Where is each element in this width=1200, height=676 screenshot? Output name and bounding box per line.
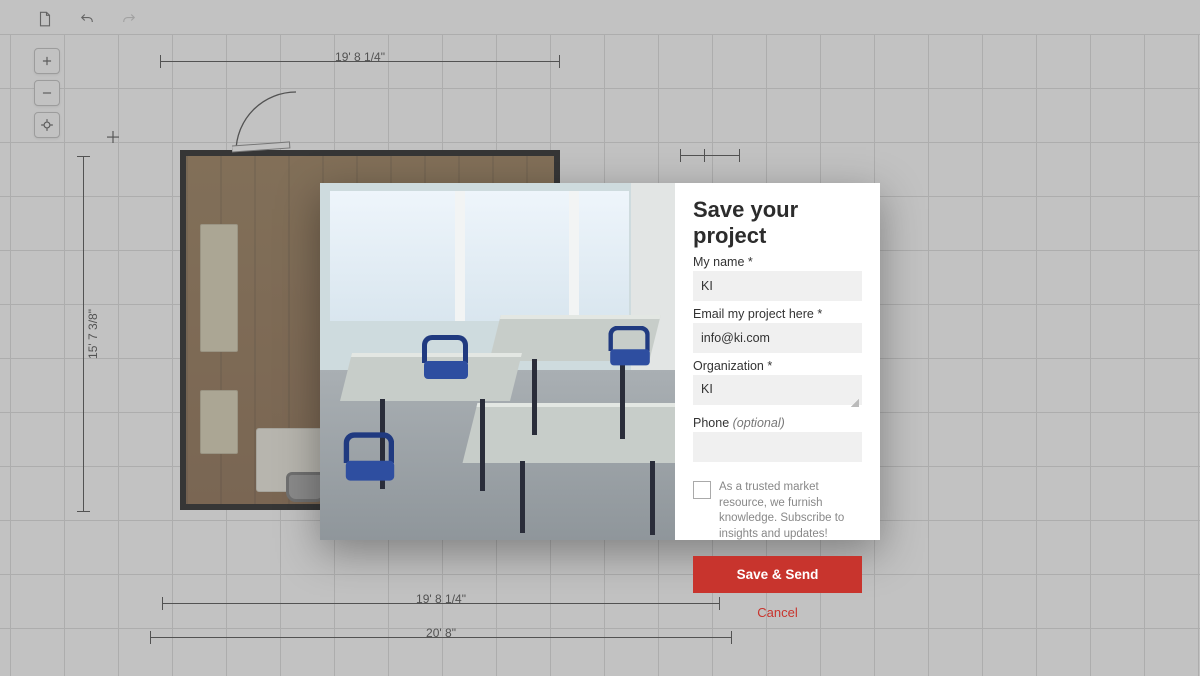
consent-row: As a trusted market resource, we furnish… — [693, 480, 862, 542]
save-project-modal: Save your project My name * Email my pro… — [320, 183, 880, 540]
modal-form: Save your project My name * Email my pro… — [675, 183, 880, 540]
modal-title: Save your project — [693, 197, 862, 249]
photo-chair — [337, 430, 403, 496]
phone-input[interactable] — [693, 432, 862, 462]
modal-photo — [320, 183, 675, 540]
consent-checkbox[interactable] — [693, 481, 711, 499]
org-input[interactable]: KI — [693, 375, 862, 405]
phone-label: Phone (optional) — [693, 416, 862, 430]
photo-chair — [416, 333, 476, 393]
email-input[interactable] — [693, 323, 862, 353]
name-input[interactable] — [693, 271, 862, 301]
cancel-button[interactable]: Cancel — [693, 597, 862, 628]
photo-chair — [603, 324, 657, 378]
name-label: My name * — [693, 255, 862, 269]
save-send-button[interactable]: Save & Send — [693, 556, 862, 593]
org-label: Organization * — [693, 359, 862, 373]
consent-text: As a trusted market resource, we furnish… — [719, 480, 862, 542]
email-label: Email my project here * — [693, 307, 862, 321]
